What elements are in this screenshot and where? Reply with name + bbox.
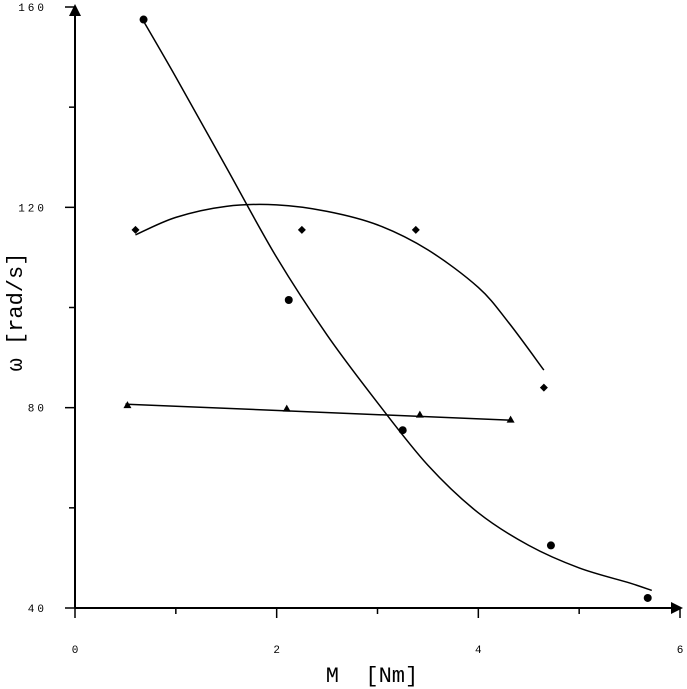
data-point-circle: [139, 15, 148, 24]
trend-line-circle: [141, 19, 653, 592]
ticks: 0 2 4 6 40 80 120 160: [18, 3, 683, 657]
data-point-circle: [643, 593, 652, 602]
trend-line-diamond: [135, 203, 545, 371]
x-tick-label: 6: [677, 645, 684, 657]
y-tick-label: 80: [28, 404, 47, 416]
y-tick-label: 40: [28, 604, 47, 616]
x-tick-label: 0: [72, 645, 79, 657]
axes: [69, 4, 683, 614]
data-point-triangle: [506, 415, 515, 423]
data-point-circle: [284, 295, 293, 304]
y-tick-label: 160: [18, 3, 47, 15]
data-point-diamond: [131, 225, 140, 234]
y-axis-arrow: [69, 4, 81, 16]
data-point-diamond: [539, 383, 548, 392]
trend-lines: [125, 19, 653, 592]
y-tick-label: 120: [18, 203, 47, 215]
data-point-diamond: [411, 225, 420, 234]
x-tick-label: 2: [273, 645, 280, 657]
trend-line-triangle: [125, 403, 511, 421]
x-axis-arrow: [671, 602, 683, 614]
x-tick-label: 4: [475, 645, 482, 657]
data-point-triangle: [123, 401, 132, 409]
y-axis-label: ω [rad/s]: [4, 253, 29, 372]
data-point-circle: [546, 541, 555, 550]
data-point-circle: [398, 426, 407, 435]
data-point-triangle: [282, 404, 291, 412]
data-points: [123, 15, 652, 602]
data-point-triangle: [415, 410, 424, 418]
data-point-diamond: [297, 225, 306, 234]
x-axis-label: M [Nm]: [326, 664, 418, 689]
